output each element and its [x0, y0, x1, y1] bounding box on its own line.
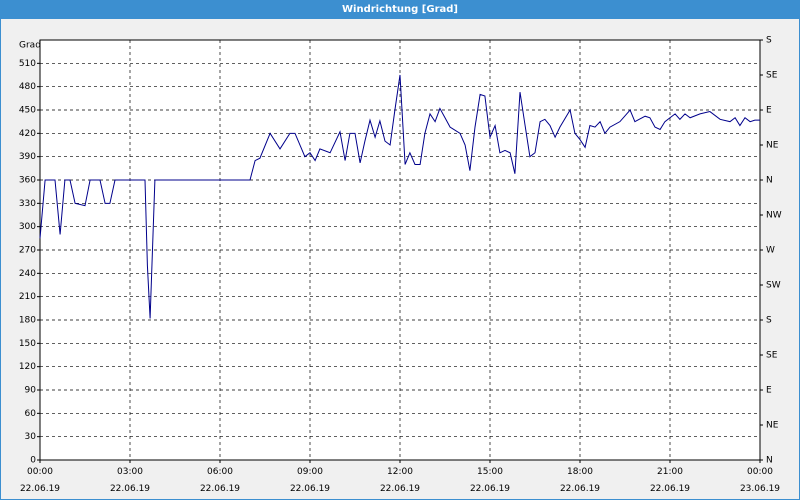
y-tick-label: 90: [25, 386, 37, 396]
y2-tick-label: SW: [766, 281, 781, 291]
y-tick-label: 180: [19, 316, 36, 326]
y-tick-label: 60: [25, 409, 37, 419]
y-tick-label: 210: [19, 292, 36, 302]
title-bar: Windrichtung [Grad]: [1, 1, 799, 19]
y-tick-label: 330: [19, 199, 36, 209]
y-tick-label: 240: [19, 269, 36, 279]
y-tick-label: 450: [19, 106, 36, 116]
y2-tick-label: NE: [766, 421, 779, 431]
y-tick-label: 0: [30, 456, 36, 466]
x-tick-label: 00:00 22.06.19: [19, 467, 61, 494]
y2-tick-label: E: [766, 106, 772, 116]
y-tick-label: 510: [19, 59, 36, 69]
y2-tick-label: S: [766, 316, 772, 326]
x-tick-label: 06:00 22.06.19: [199, 467, 241, 494]
y-axis-label: Grad: [19, 41, 41, 51]
x-tick-label: 15:00 22.06.19: [469, 467, 511, 494]
y-tick-label: 360: [19, 176, 36, 186]
x-tick-label: 18:00 22.06.19: [559, 467, 601, 494]
y2-tick-label: W: [766, 246, 775, 256]
y2-tick-label: E: [766, 386, 772, 396]
y-tick-label: 300: [19, 222, 36, 232]
y-tick-label: 270: [19, 246, 36, 256]
y2-tick-label: SE: [766, 351, 778, 361]
y-tick-label: 480: [19, 82, 36, 92]
x-tick-label: 21:00 22.06.19: [649, 467, 691, 494]
x-tick-label: 12:00 22.06.19: [379, 467, 421, 494]
y2-tick-label: N: [766, 176, 773, 186]
x-tick-label: 09:00 22.06.19: [289, 467, 331, 494]
y2-tick-label: NW: [766, 211, 782, 221]
y-tick-label: 120: [19, 362, 36, 372]
y2-tick-label: N: [766, 456, 773, 466]
y2-tick-label: S: [766, 36, 772, 46]
y-tick-label: 390: [19, 152, 36, 162]
y-tick-label: 420: [19, 129, 36, 139]
y2-tick-label: NE: [766, 141, 779, 151]
y-tick-label: 30: [25, 432, 37, 442]
data-line: [39, 74, 760, 319]
y2-tick-label: SE: [766, 71, 778, 81]
y-tick-label: 150: [19, 339, 36, 349]
x-tick-label: 00:00 23.06.19: [739, 467, 781, 494]
x-tick-label: 03:00 22.06.19: [109, 467, 151, 494]
